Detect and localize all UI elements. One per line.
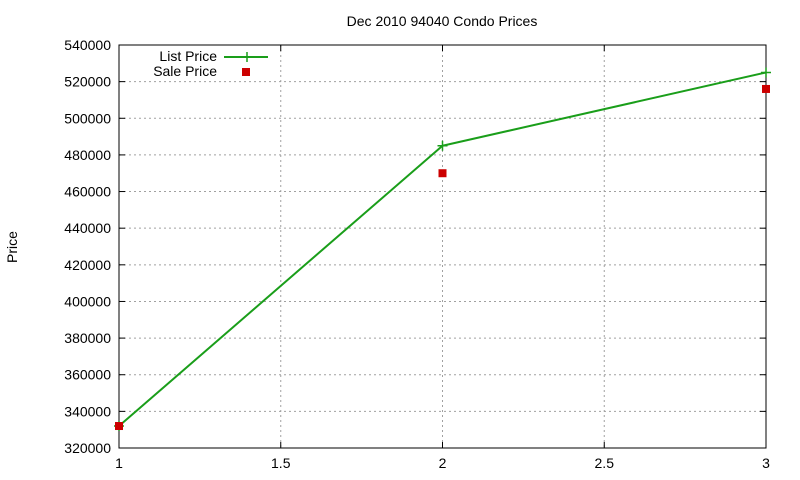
- y-tick-label: 460000: [64, 184, 111, 200]
- legend: List Price Sale Price: [153, 48, 268, 79]
- x-tick-label: 2: [439, 455, 447, 471]
- legend-label-sale-price: Sale Price: [153, 63, 217, 79]
- legend-marker-sale-price: [242, 68, 250, 76]
- plot-frame: [118, 44, 767, 449]
- data-point-sale-price: [762, 84, 770, 93]
- grid-layer: [119, 45, 766, 448]
- data-point-list-price: [761, 67, 771, 78]
- y-tick-label: 340000: [64, 403, 111, 419]
- y-tick-label: 380000: [64, 330, 111, 346]
- data-point-sale-price: [438, 169, 447, 178]
- x-tick-label: 2.5: [595, 455, 615, 471]
- x-tick-label: 1: [115, 455, 123, 471]
- y-tick-label: 440000: [64, 220, 111, 236]
- y-tick-label: 420000: [64, 257, 111, 273]
- y-tick-label: 500000: [64, 110, 111, 126]
- y-tick-label: 540000: [64, 37, 111, 53]
- y-tick-label: 360000: [64, 367, 111, 383]
- x-tick-label: 3: [762, 455, 770, 471]
- series-layer: [114, 67, 771, 432]
- legend-label-list-price: List Price: [159, 48, 217, 64]
- x-tick-label: 1.5: [271, 455, 291, 471]
- y-tick-label: 480000: [64, 147, 111, 163]
- chart-title: Dec 2010 94040 Condo Prices: [347, 13, 538, 29]
- legend-marker-list-price: [242, 52, 252, 62]
- y-tick-label: 520000: [64, 74, 111, 90]
- y-axis-label: Price: [4, 231, 20, 263]
- y-tick-label: 400000: [64, 293, 111, 309]
- y-tick-label: 320000: [64, 440, 111, 456]
- data-point-list-price: [437, 140, 448, 151]
- tick-layer: 320000 340000 360000 380000 400000 420000 4400…: [64, 37, 770, 471]
- data-point-sale-price: [115, 422, 123, 431]
